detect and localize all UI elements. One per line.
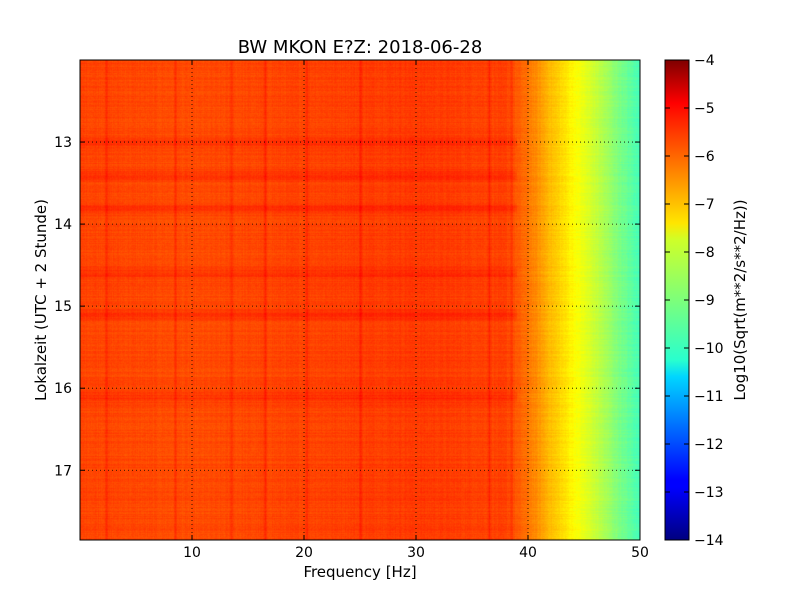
- x-axis-label: Frequency [Hz]: [303, 563, 416, 581]
- x-tick-label: 10: [183, 545, 201, 561]
- colorbar: −4 −5 −6 −7 −8 −9 −10 −11 −12 −13 −14 Log10(Sqrt(m…: [664, 53, 749, 549]
- colorbar-tick-label: −13: [694, 485, 724, 501]
- y-tick-label: 14: [54, 217, 72, 233]
- colorbar-label: Log10(Sqrt(m**2/s**2/Hz)): [731, 199, 749, 400]
- x-tick-label: 20: [295, 545, 313, 561]
- colorbar-tick-label: −14: [694, 533, 724, 549]
- chart-title: BW MKON E?Z: 2018-06-28: [238, 37, 483, 58]
- heatmap-image: [80, 60, 640, 540]
- y-axis: 13 14 15 16 17: [54, 135, 640, 479]
- x-tick-label: 50: [631, 545, 649, 561]
- colorbar-ticks: −4 −5 −6 −7 −8 −9 −10 −11 −12 −13 −14: [665, 53, 724, 549]
- colorbar-tick-label: −8: [694, 245, 715, 261]
- colorbar-tick-label: −12: [694, 437, 724, 453]
- plot-area: [79, 59, 641, 541]
- colorbar-tick-label: −4: [694, 53, 715, 69]
- colorbar-tick-label: −7: [694, 197, 715, 213]
- y-tick-label: 17: [54, 463, 72, 479]
- y-axis-label: Lokalzeit (UTC + 2 Stunde): [32, 199, 50, 401]
- y-tick-label: 15: [54, 299, 72, 315]
- grid-lines: [80, 60, 640, 540]
- colorbar-tick-label: −6: [694, 149, 715, 165]
- colorbar-tick-label: −5: [694, 101, 715, 117]
- y-tick-label: 13: [54, 135, 72, 151]
- colorbar-tick-label: −10: [694, 341, 724, 357]
- x-tick-label: 30: [407, 545, 425, 561]
- x-axis: 10 20 30 40 50: [183, 60, 649, 561]
- colorbar-tick-label: −11: [694, 389, 724, 405]
- plot-frame: [79, 59, 641, 541]
- colorbar-tick-label: −9: [694, 293, 715, 309]
- y-tick-label: 16: [54, 381, 72, 397]
- x-tick-label: 40: [519, 545, 537, 561]
